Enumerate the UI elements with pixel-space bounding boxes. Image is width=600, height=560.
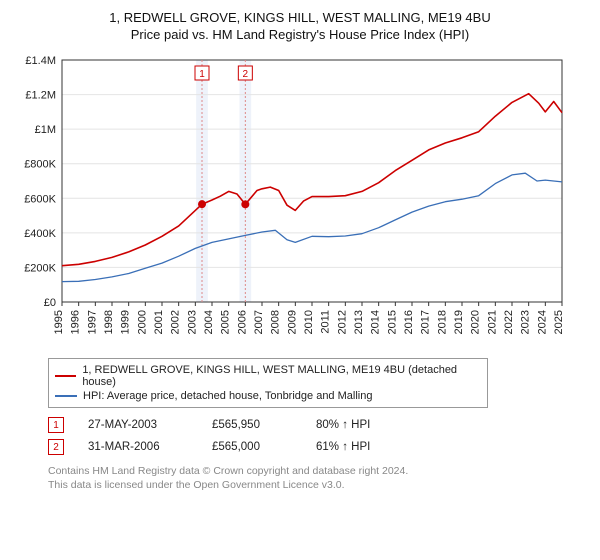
transaction-row: 1 27-MAY-2003 £565,950 80% ↑ HPI — [48, 414, 588, 436]
svg-text:2013: 2013 — [353, 310, 365, 334]
svg-text:£1M: £1M — [35, 124, 56, 136]
svg-text:2004: 2004 — [203, 310, 215, 334]
svg-text:1995: 1995 — [53, 310, 65, 334]
svg-text:2006: 2006 — [236, 310, 248, 334]
svg-text:£1.2M: £1.2M — [25, 90, 56, 102]
svg-text:2: 2 — [243, 69, 249, 80]
svg-text:2023: 2023 — [520, 310, 532, 334]
transaction-date: 27-MAY-2003 — [88, 419, 188, 431]
svg-text:2016: 2016 — [403, 310, 415, 334]
svg-text:1998: 1998 — [103, 310, 115, 334]
svg-text:2014: 2014 — [370, 310, 382, 334]
footer-line-2: This data is licensed under the Open Gov… — [48, 478, 588, 492]
transaction-price: £565,950 — [212, 419, 292, 431]
svg-text:2017: 2017 — [420, 310, 432, 334]
footer-line-1: Contains HM Land Registry data © Crown c… — [48, 464, 588, 478]
svg-text:£400K: £400K — [24, 228, 56, 240]
legend: 1, REDWELL GROVE, KINGS HILL, WEST MALLI… — [48, 358, 488, 408]
svg-text:2019: 2019 — [453, 310, 465, 334]
svg-text:2022: 2022 — [503, 310, 515, 334]
svg-text:1997: 1997 — [86, 310, 98, 334]
transaction-price: £565,000 — [212, 441, 292, 453]
svg-text:2002: 2002 — [170, 310, 182, 334]
svg-text:2011: 2011 — [320, 310, 332, 334]
svg-text:2008: 2008 — [270, 310, 282, 334]
transaction-badge: 1 — [48, 417, 64, 433]
transaction-pct: 80% ↑ HPI — [316, 419, 370, 431]
svg-text:2007: 2007 — [253, 310, 265, 334]
svg-text:£800K: £800K — [24, 159, 56, 171]
svg-text:1996: 1996 — [70, 310, 82, 334]
svg-text:£200K: £200K — [24, 262, 56, 274]
svg-text:2009: 2009 — [286, 310, 298, 334]
svg-text:£0: £0 — [44, 297, 56, 309]
svg-text:2003: 2003 — [186, 310, 198, 334]
svg-text:£1.4M: £1.4M — [25, 55, 56, 67]
svg-text:1: 1 — [199, 69, 205, 80]
svg-text:2001: 2001 — [153, 310, 165, 334]
svg-text:1999: 1999 — [120, 310, 132, 334]
title-line-1: 1, REDWELL GROVE, KINGS HILL, WEST MALLI… — [12, 10, 588, 25]
svg-text:2021: 2021 — [486, 310, 498, 334]
legend-swatch — [55, 395, 77, 397]
legend-item: HPI: Average price, detached house, Tonb… — [55, 389, 481, 403]
chart: £0 £200K £400K £600K £800K £1M £1.2M £1.4M 1995 1… — [12, 50, 588, 350]
svg-text:2012: 2012 — [336, 310, 348, 334]
svg-text:2000: 2000 — [136, 310, 148, 334]
legend-item: 1, REDWELL GROVE, KINGS HILL, WEST MALLI… — [55, 363, 481, 389]
transactions-table: 1 27-MAY-2003 £565,950 80% ↑ HPI 2 31-MAR-200… — [48, 414, 588, 458]
footer: Contains HM Land Registry data © Crown c… — [48, 464, 588, 492]
svg-text:2020: 2020 — [470, 310, 482, 334]
title-line-2: Price paid vs. HM Land Registry's House … — [12, 27, 588, 42]
transaction-row: 2 31-MAR-2006 £565,000 61% ↑ HPI — [48, 436, 588, 458]
legend-swatch — [55, 375, 76, 377]
transaction-date: 31-MAR-2006 — [88, 441, 188, 453]
svg-text:2015: 2015 — [386, 310, 398, 334]
svg-text:2005: 2005 — [220, 310, 232, 334]
svg-text:£600K: £600K — [24, 193, 56, 205]
svg-text:2018: 2018 — [436, 310, 448, 334]
transaction-badge: 2 — [48, 439, 64, 455]
chart-container: 1, REDWELL GROVE, KINGS HILL, WEST MALLI… — [0, 0, 600, 498]
legend-label: 1, REDWELL GROVE, KINGS HILL, WEST MALLI… — [82, 364, 481, 388]
svg-text:2024: 2024 — [536, 310, 548, 334]
chart-svg: £0 £200K £400K £600K £800K £1M £1.2M £1.4M 1995 1… — [12, 50, 572, 350]
svg-text:2010: 2010 — [303, 310, 315, 334]
transaction-pct: 61% ↑ HPI — [316, 441, 370, 453]
svg-text:2025: 2025 — [553, 310, 565, 334]
legend-label: HPI: Average price, detached house, Tonb… — [83, 390, 372, 402]
